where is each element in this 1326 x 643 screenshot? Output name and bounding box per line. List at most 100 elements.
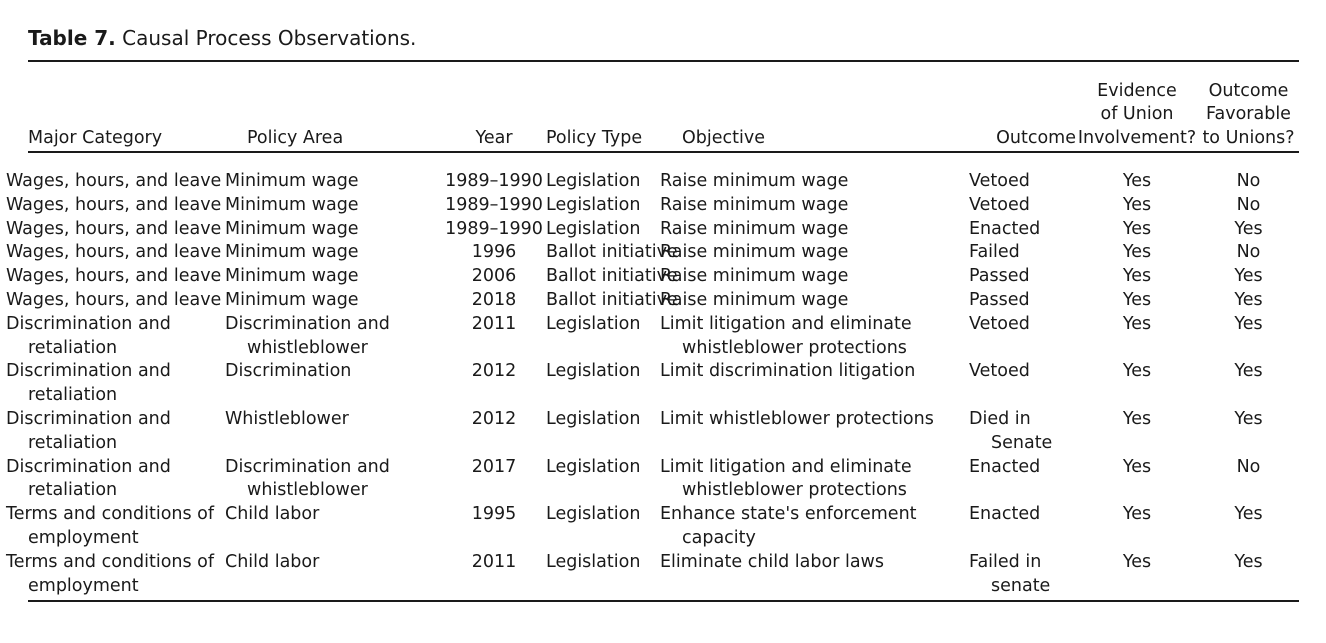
cell-policy-type: Legislation: [546, 504, 641, 525]
table-row: Wages, hours, and leave Minimum wage 1996 B…: [6, 241, 1299, 265]
header-evidence: Evidence of Union Involvement?: [1076, 62, 1198, 159]
causal-process-table: Major Category Policy Area Year Policy T…: [6, 62, 1299, 599]
cell-objective: Raise minimum wage: [660, 194, 849, 215]
cell-outcome: Passed: [969, 266, 1030, 287]
table-row: Wages, hours, and leave Minimum wage 1989–…: [6, 218, 1299, 242]
cell-major-category: Wages, hours, and leave: [6, 289, 222, 310]
table-row: Discrimination and retaliation Discrimina…: [6, 313, 1299, 361]
cell-policy-type: Legislation: [546, 408, 641, 429]
header-evidence-line1: Evidence: [1097, 80, 1177, 101]
cell-evidence: Yes: [1122, 361, 1152, 382]
cell-policy-type: Ballot initiative: [546, 266, 678, 287]
top-rule: [28, 60, 1299, 62]
cell-policy-area: Discrimination and whistleblower: [225, 313, 390, 358]
header-rule: [28, 151, 1299, 153]
cell-year: 1989–1990: [445, 171, 543, 191]
table-row: Wages, hours, and leave Minimum wage 2006 B…: [6, 265, 1299, 289]
table-row: Discrimination and retaliation Discrimina…: [6, 456, 1299, 504]
cell-year: 1989–1990: [445, 218, 543, 239]
header-favorable-line2: Favorable: [1206, 104, 1291, 125]
cell-evidence: Yes: [1122, 266, 1152, 287]
cell-favorable: Yes: [1234, 218, 1263, 239]
cell-major-category: Terms and conditions of employment: [6, 551, 215, 596]
cell-outcome: Enacted: [969, 218, 1041, 239]
cell-major-category: Wages, hours, and leave: [6, 242, 222, 263]
cell-favorable: Yes: [1234, 408, 1263, 429]
cell-policy-area: Discrimination: [225, 361, 352, 382]
bottom-rule: [28, 600, 1299, 602]
cell-evidence: Yes: [1122, 242, 1152, 263]
cell-year: 1995: [471, 504, 517, 525]
table-row: Wages, hours, and leave Minimum wage 2018 B…: [6, 289, 1299, 313]
cell-outcome: Enacted: [969, 456, 1041, 477]
cell-policy-area: Child labor: [225, 551, 320, 572]
cell-objective: Raise minimum wage: [660, 218, 849, 239]
cell-objective: Raise minimum wage: [660, 266, 849, 287]
header-evidence-line2: of Union: [1100, 104, 1174, 125]
cell-outcome: Failed in senate: [969, 551, 1051, 596]
cell-policy-area: Child labor: [225, 504, 320, 525]
cell-evidence: Yes: [1122, 456, 1152, 477]
cell-major-category: Wages, hours, and leave: [6, 171, 222, 191]
cell-evidence: Yes: [1122, 313, 1152, 334]
cell-policy-type: Ballot initiative: [546, 242, 678, 263]
header-favorable-line1: Outcome: [1208, 80, 1289, 101]
header-row: Major Category Policy Area Year Policy T…: [28, 62, 1299, 159]
cell-evidence: Yes: [1122, 504, 1152, 525]
cell-favorable: Yes: [1234, 551, 1263, 572]
cell-policy-type: Legislation: [546, 361, 641, 382]
table-caption: Table 7. Causal Process Observations.: [28, 26, 416, 50]
cell-evidence: Yes: [1122, 551, 1152, 572]
cell-year: 1989–1990: [445, 194, 543, 215]
cell-outcome: Failed: [969, 242, 1020, 263]
header-major-category: Major Category: [28, 128, 163, 149]
cell-year: 2012: [471, 361, 517, 382]
header-objective: Objective: [682, 128, 765, 149]
cell-policy-area: Minimum wage: [225, 266, 359, 287]
table-row: Terms and conditions of employment Child …: [6, 551, 1299, 599]
cell-policy-area: Minimum wage: [225, 218, 359, 239]
cell-evidence: Yes: [1122, 218, 1152, 239]
header-favorable: Outcome Favorable to Unions?: [1198, 62, 1299, 159]
header-evidence-line3: Involvement?: [1077, 128, 1197, 149]
cell-objective: Raise minimum wage: [660, 242, 849, 263]
table-row: Discrimination and retaliation Discrimina…: [6, 360, 1299, 408]
cell-policy-type: Legislation: [546, 171, 641, 191]
cell-year: 2017: [471, 456, 517, 477]
cell-objective: Limit whistleblower protections: [660, 408, 934, 429]
cell-favorable: Yes: [1234, 361, 1263, 382]
cell-year: 2011: [471, 551, 517, 572]
cell-year: 2018: [471, 289, 517, 310]
cell-outcome: Vetoed: [969, 171, 1030, 191]
cell-outcome: Vetoed: [969, 194, 1030, 215]
table-title: Causal Process Observations.: [122, 26, 417, 50]
cell-year: 2012: [471, 408, 517, 429]
cell-favorable: Yes: [1234, 289, 1263, 310]
cell-policy-type: Legislation: [546, 551, 641, 572]
cell-evidence: Yes: [1122, 408, 1152, 429]
cell-policy-type: Legislation: [546, 218, 641, 239]
table-row: Wages, hours, and leave Minimum wage 1989–…: [6, 159, 1299, 194]
cell-major-category: Terms and conditions of employment: [6, 504, 215, 548]
table-body: Wages, hours, and leave Minimum wage 1989–…: [6, 159, 1299, 599]
table-row: Terms and conditions of employment Child …: [6, 503, 1299, 551]
cell-favorable: Yes: [1234, 313, 1263, 334]
cell-major-category: Discrimination and retaliation: [6, 456, 171, 501]
cell-objective: Limit discrimination litigation: [660, 361, 916, 382]
cell-objective: Raise minimum wage: [660, 171, 849, 191]
cell-outcome: Died in Senate: [969, 408, 1053, 453]
cell-outcome: Passed: [969, 289, 1030, 310]
cell-favorable: Yes: [1234, 266, 1263, 287]
cell-policy-area: Minimum wage: [225, 289, 359, 310]
header-outcome: Outcome: [996, 128, 1076, 149]
header-policy-area: Policy Area: [247, 128, 344, 149]
cell-objective: Eliminate child labor laws: [660, 551, 884, 572]
header-policy-type: Policy Type: [546, 128, 643, 149]
cell-evidence: Yes: [1122, 171, 1152, 191]
table-row: Wages, hours, and leave Minimum wage 1989–…: [6, 194, 1299, 218]
cell-policy-area: Whistleblower: [225, 408, 349, 429]
table-row: Discrimination and retaliation Whistleblo…: [6, 408, 1299, 456]
table-label: Table 7.: [28, 26, 116, 50]
cell-major-category: Discrimination and retaliation: [6, 408, 171, 453]
cell-outcome: Enacted: [969, 504, 1041, 525]
